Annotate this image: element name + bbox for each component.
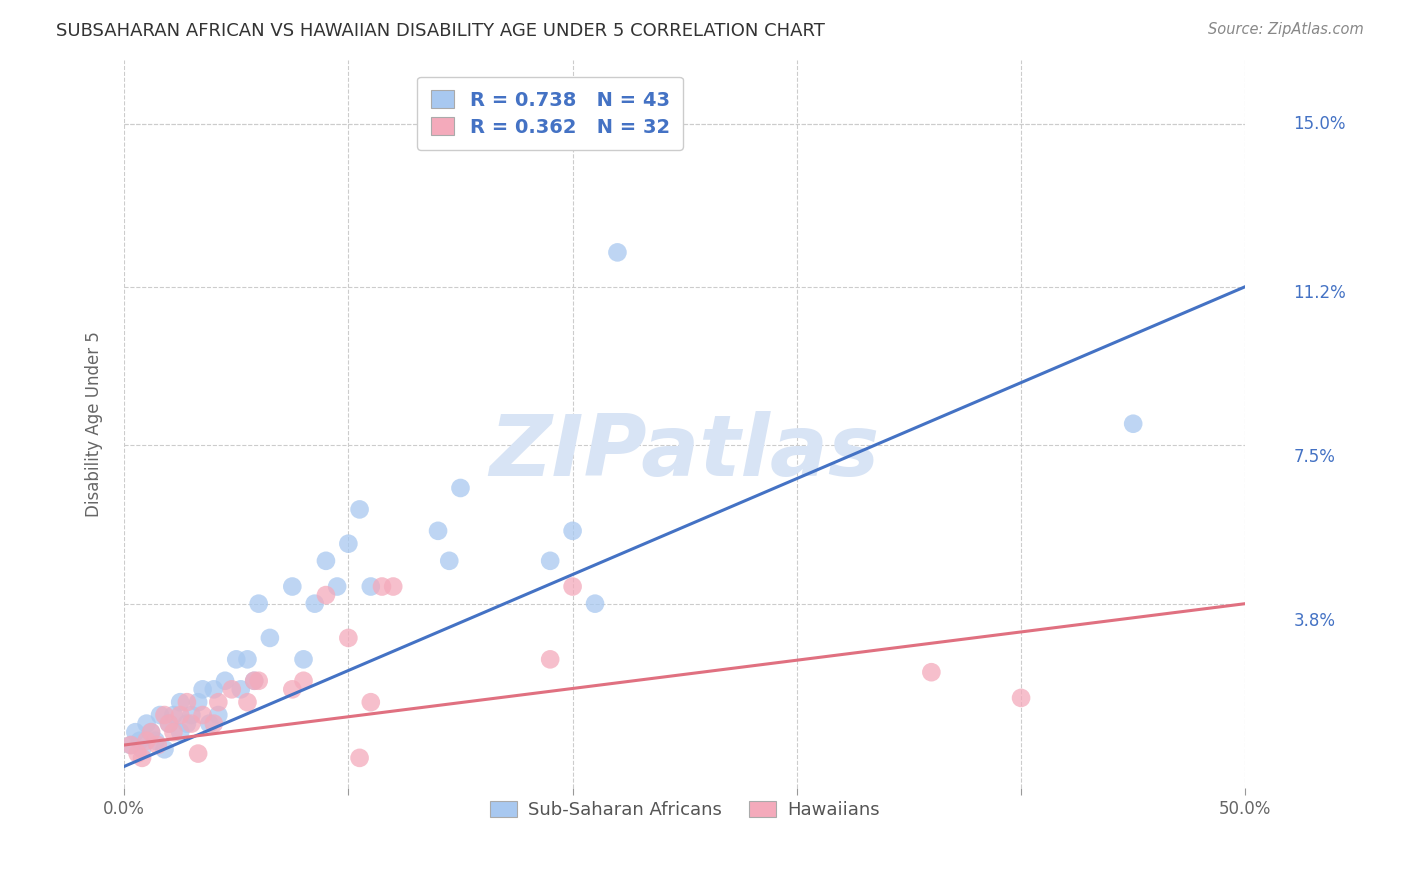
Sub-Saharan Africans bbox=[439, 554, 461, 568]
Hawaiians bbox=[139, 725, 162, 739]
Sub-Saharan Africans bbox=[450, 481, 472, 495]
Hawaiians bbox=[131, 751, 153, 765]
Hawaiians bbox=[315, 588, 337, 602]
Sub-Saharan Africans bbox=[187, 695, 209, 709]
Sub-Saharan Africans bbox=[281, 580, 304, 594]
Sub-Saharan Africans bbox=[1122, 417, 1144, 431]
Hawaiians bbox=[337, 631, 360, 645]
Hawaiians bbox=[120, 738, 142, 752]
Hawaiians bbox=[920, 665, 942, 680]
Text: 7.5%: 7.5% bbox=[1294, 448, 1336, 466]
Text: 3.8%: 3.8% bbox=[1294, 612, 1336, 630]
Sub-Saharan Africans bbox=[120, 738, 142, 752]
Hawaiians bbox=[281, 682, 304, 697]
Sub-Saharan Africans bbox=[207, 708, 229, 723]
Hawaiians bbox=[1010, 690, 1032, 705]
Hawaiians bbox=[292, 673, 315, 688]
Hawaiians bbox=[191, 708, 214, 723]
Sub-Saharan Africans bbox=[315, 554, 337, 568]
Sub-Saharan Africans bbox=[198, 716, 221, 731]
Sub-Saharan Africans bbox=[561, 524, 583, 538]
Sub-Saharan Africans bbox=[162, 708, 184, 723]
Hawaiians bbox=[180, 716, 202, 731]
Sub-Saharan Africans bbox=[145, 733, 167, 747]
Y-axis label: Disability Age Under 5: Disability Age Under 5 bbox=[86, 331, 103, 516]
Sub-Saharan Africans bbox=[202, 682, 225, 697]
Sub-Saharan Africans bbox=[243, 673, 266, 688]
Hawaiians bbox=[135, 733, 157, 747]
Sub-Saharan Africans bbox=[236, 652, 259, 666]
Legend: Sub-Saharan Africans, Hawaiians: Sub-Saharan Africans, Hawaiians bbox=[482, 794, 887, 826]
Sub-Saharan Africans bbox=[349, 502, 371, 516]
Sub-Saharan Africans bbox=[538, 554, 561, 568]
Sub-Saharan Africans bbox=[583, 597, 606, 611]
Sub-Saharan Africans bbox=[180, 708, 202, 723]
Sub-Saharan Africans bbox=[259, 631, 281, 645]
Sub-Saharan Africans bbox=[247, 597, 270, 611]
Sub-Saharan Africans bbox=[337, 537, 360, 551]
Hawaiians bbox=[176, 695, 198, 709]
Hawaiians bbox=[382, 580, 405, 594]
Sub-Saharan Africans bbox=[131, 742, 153, 756]
Sub-Saharan Africans bbox=[149, 708, 172, 723]
Sub-Saharan Africans bbox=[124, 725, 146, 739]
Sub-Saharan Africans bbox=[169, 725, 191, 739]
Sub-Saharan Africans bbox=[292, 652, 315, 666]
Sub-Saharan Africans bbox=[128, 733, 150, 747]
Hawaiians bbox=[187, 747, 209, 761]
Sub-Saharan Africans bbox=[139, 725, 162, 739]
Sub-Saharan Africans bbox=[135, 716, 157, 731]
Hawaiians bbox=[349, 751, 371, 765]
Hawaiians bbox=[162, 725, 184, 739]
Text: SUBSAHARAN AFRICAN VS HAWAIIAN DISABILITY AGE UNDER 5 CORRELATION CHART: SUBSAHARAN AFRICAN VS HAWAIIAN DISABILIT… bbox=[56, 22, 825, 40]
Hawaiians bbox=[153, 708, 176, 723]
Sub-Saharan Africans bbox=[169, 695, 191, 709]
Hawaiians bbox=[360, 695, 382, 709]
Text: 15.0%: 15.0% bbox=[1294, 115, 1346, 134]
Sub-Saharan Africans bbox=[176, 716, 198, 731]
Sub-Saharan Africans bbox=[229, 682, 252, 697]
Text: ZIPatlas: ZIPatlas bbox=[489, 411, 880, 494]
Sub-Saharan Africans bbox=[304, 597, 326, 611]
Text: Source: ZipAtlas.com: Source: ZipAtlas.com bbox=[1208, 22, 1364, 37]
Hawaiians bbox=[236, 695, 259, 709]
Text: 11.2%: 11.2% bbox=[1294, 284, 1347, 302]
Hawaiians bbox=[243, 673, 266, 688]
Hawaiians bbox=[127, 747, 149, 761]
Sub-Saharan Africans bbox=[153, 742, 176, 756]
Hawaiians bbox=[221, 682, 243, 697]
Sub-Saharan Africans bbox=[225, 652, 247, 666]
Sub-Saharan Africans bbox=[157, 716, 180, 731]
Hawaiians bbox=[538, 652, 561, 666]
Hawaiians bbox=[169, 708, 191, 723]
Sub-Saharan Africans bbox=[326, 580, 349, 594]
Sub-Saharan Africans bbox=[214, 673, 236, 688]
Hawaiians bbox=[202, 716, 225, 731]
Hawaiians bbox=[247, 673, 270, 688]
Hawaiians bbox=[561, 580, 583, 594]
Hawaiians bbox=[207, 695, 229, 709]
Hawaiians bbox=[146, 738, 169, 752]
Sub-Saharan Africans bbox=[427, 524, 450, 538]
Sub-Saharan Africans bbox=[360, 580, 382, 594]
Hawaiians bbox=[157, 716, 180, 731]
Hawaiians bbox=[371, 580, 394, 594]
Sub-Saharan Africans bbox=[191, 682, 214, 697]
Sub-Saharan Africans bbox=[606, 245, 628, 260]
